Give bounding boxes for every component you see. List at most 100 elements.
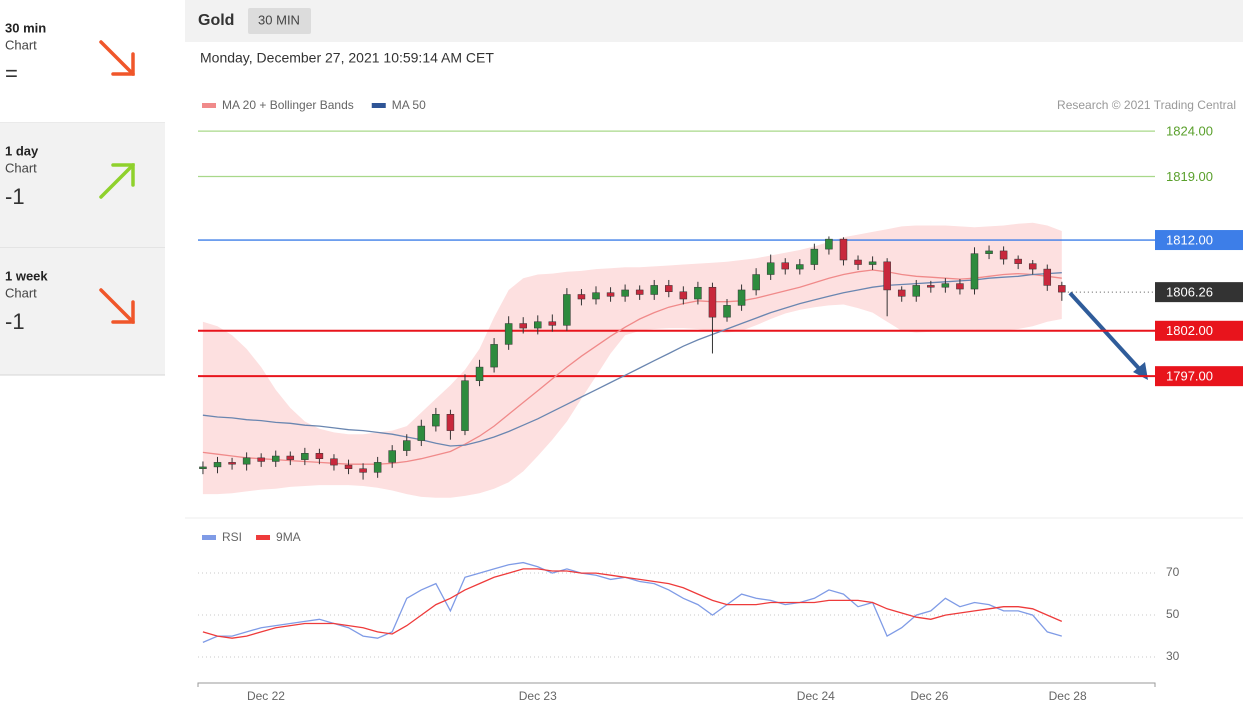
y-tick-label: 50 [1166, 607, 1180, 621]
sidebar-item[interactable] [0, 0, 165, 123]
candle-body [403, 440, 411, 451]
instrument-title: Gold [198, 12, 234, 29]
candle-body [213, 462, 222, 468]
candle-body [592, 292, 600, 300]
candle-body [1043, 268, 1052, 286]
candle-body [621, 289, 629, 297]
sidebar-label: Chart [5, 285, 37, 300]
legend-label: RSI [222, 530, 242, 544]
candle-body [301, 453, 309, 460]
x-tick-label: Dec 26 [910, 689, 948, 703]
sidebar-score: = [5, 61, 18, 86]
sidebar-item[interactable] [0, 248, 165, 375]
trend-arrow [99, 40, 135, 76]
candle-body [461, 380, 469, 431]
ma-line [202, 269, 1062, 465]
candle-body [330, 458, 338, 466]
candle-body [694, 286, 702, 300]
candle-body [199, 466, 207, 469]
legend-swatch [202, 103, 216, 108]
trend-arrow [99, 288, 135, 324]
candle-body [519, 323, 527, 329]
trend-arrowhead [111, 52, 135, 76]
candle-body [548, 321, 557, 326]
last-price-tag [1155, 282, 1243, 303]
legend-swatch [202, 535, 216, 540]
x-tick-label: Dec 24 [797, 689, 835, 703]
y-tick-label: 30 [1166, 649, 1180, 663]
header-bar [185, 0, 1243, 42]
candle-body [577, 294, 586, 300]
candle-body [228, 462, 236, 465]
x-axis [197, 682, 1156, 687]
trend-arrow [99, 163, 135, 199]
candle-body [796, 264, 804, 270]
candle-body [854, 259, 862, 265]
trend-arrowhead [111, 163, 135, 187]
candle-body [912, 285, 921, 297]
candle-body [257, 457, 265, 462]
level-label: 1802.00 [1166, 323, 1213, 338]
legend-label: MA 20 + Bollinger Bands [222, 98, 354, 112]
candle-body [883, 261, 891, 291]
candle-body [388, 450, 396, 463]
candle-body [417, 425, 426, 441]
candle-body [781, 262, 789, 270]
candle-body [432, 414, 440, 427]
candle-body [999, 250, 1008, 260]
candle-body [534, 321, 542, 329]
forecast-arrow [1068, 291, 1146, 376]
candle-body [985, 250, 993, 254]
candle-body [868, 261, 877, 265]
legend-swatch [256, 535, 271, 540]
candle-body [752, 274, 760, 291]
main-bg [165, 0, 1243, 715]
candle-body [927, 285, 935, 288]
level-label: 1819.00 [1166, 169, 1213, 184]
candle-body [970, 253, 979, 290]
sidebar-period: 30 min [5, 20, 46, 35]
legend-swatch [371, 103, 386, 108]
sidebar-period: 1 week [5, 268, 48, 283]
candle-body [271, 455, 280, 462]
candle-body [286, 455, 295, 460]
candle-body [679, 291, 688, 300]
legend-label: 9MA [276, 530, 301, 544]
legend-label: MA 50 [392, 98, 426, 112]
candle-body [650, 285, 658, 295]
candle-body [897, 289, 906, 297]
candle-body [315, 453, 324, 459]
candle-body [242, 457, 251, 465]
candle-body [344, 464, 353, 469]
candle-body [723, 305, 731, 318]
candle-body [1028, 263, 1037, 270]
y-tick-label: 70 [1166, 565, 1180, 579]
candle-body [766, 262, 775, 275]
candle-body [359, 468, 367, 473]
candle-body [373, 462, 382, 473]
ma-line [202, 272, 1062, 447]
timeframe-badge[interactable] [248, 8, 311, 34]
candle-body [737, 289, 746, 306]
level-label: 1812.00 [1166, 232, 1213, 247]
level-tag [1155, 320, 1243, 341]
x-tick-label: Dec 22 [247, 689, 285, 703]
level-tag [1155, 230, 1243, 251]
level-label: 1824.00 [1166, 124, 1213, 139]
candle-body [563, 294, 571, 326]
candle-body [606, 292, 615, 297]
timeframe-label[interactable]: 30 MIN [258, 12, 300, 27]
candle-body [475, 366, 484, 381]
candle-body [635, 289, 644, 295]
trend-arrowhead [111, 300, 135, 324]
candle-body [810, 248, 819, 265]
candle-body [825, 238, 833, 250]
x-tick-label: Dec 28 [1049, 689, 1087, 703]
candle-body [446, 414, 455, 431]
timestamp: Monday, December 27, 2021 10:59:14 AM CE… [200, 50, 494, 66]
sidebar-period: 1 day [5, 143, 39, 158]
sidebar-item[interactable] [0, 123, 165, 248]
level-tag [1155, 366, 1243, 387]
credit: Research © 2021 Trading Central [1057, 98, 1236, 112]
